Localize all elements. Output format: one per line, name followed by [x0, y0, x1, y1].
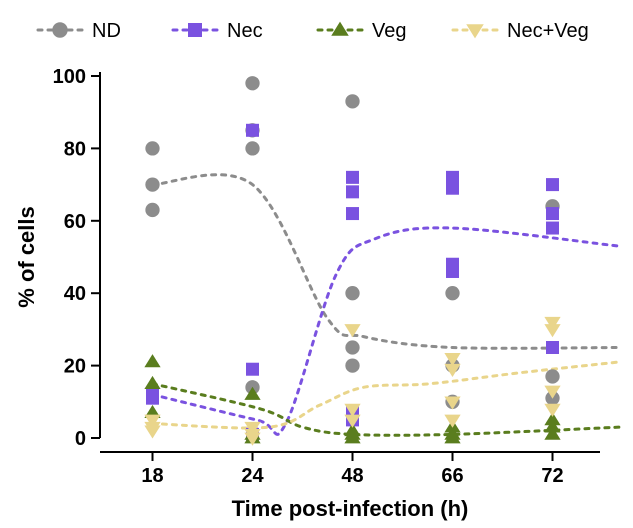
y-tick-label: 40 [64, 283, 86, 305]
legend-label-nd: ND [92, 20, 121, 42]
legend-label-nec: Nec [227, 20, 263, 42]
y-tick-label: 100 [53, 66, 86, 88]
y-tick-label: 20 [64, 356, 86, 378]
y-axis-title: % of cells [14, 206, 39, 307]
axes: 0 20 40 60 80 100 18 24 48 66 72 Time post-infectio… [14, 66, 600, 521]
points-nd [145, 76, 559, 409]
points-nec [146, 124, 559, 441]
x-tick-label: 48 [341, 465, 363, 487]
y-tick-label: 80 [64, 138, 86, 160]
y-tick-label: 0 [75, 428, 86, 450]
x-axis-title: Time post-infection (h) [232, 496, 469, 521]
x-tick-label: 72 [541, 465, 563, 487]
legend: ND Nec Veg Nec+Veg [38, 20, 589, 42]
legend-item-nec: Nec [173, 20, 263, 42]
time-vs-percent-cells-chart: ND Nec Veg Nec+Veg 0 20 40 60 80 100 18 24 48 66 72 Tim… [0, 0, 633, 528]
legend-item-veg: Veg [318, 20, 406, 42]
legend-item-nd: ND [38, 20, 121, 42]
x-tick-label: 24 [241, 465, 264, 487]
legend-label-necveg: Nec+Veg [507, 20, 589, 42]
legend-item-necveg: Nec+Veg [453, 20, 589, 42]
y-tick-label: 60 [64, 211, 86, 233]
x-tick-label: 18 [141, 465, 163, 487]
x-tick-label: 66 [441, 465, 463, 487]
legend-label-veg: Veg [372, 20, 406, 42]
